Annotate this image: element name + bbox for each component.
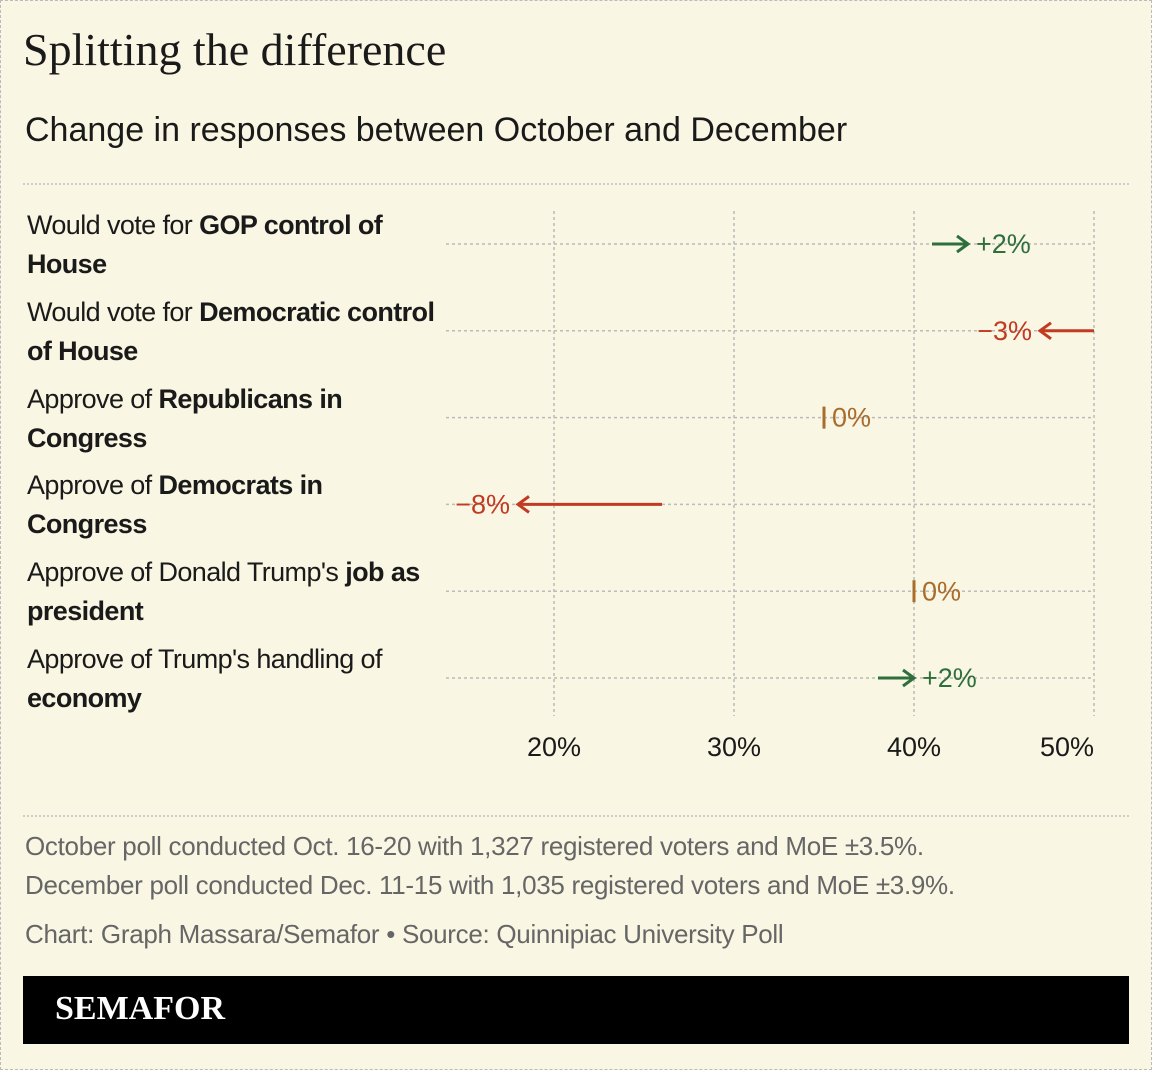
category-label: Would vote for Democratic control of Hou…	[27, 293, 442, 371]
category-label: Approve of Donald Trump's job as preside…	[27, 553, 442, 631]
arrow	[515, 495, 662, 514]
category-label-part: job as president	[27, 557, 420, 627]
arrow	[1037, 321, 1094, 341]
chart-title: Splitting the difference	[23, 24, 447, 75]
change-label: −3%	[977, 316, 1032, 346]
category-label-part: Would vote for	[27, 210, 200, 240]
separator	[23, 815, 1129, 817]
arrow	[932, 234, 971, 254]
brand-bar: SEMAFOR	[23, 976, 1129, 1044]
change-label: +2%	[976, 229, 1031, 259]
category-label-part: Approve of Trump's handling of	[27, 644, 382, 674]
chart-subtitle: Change in responses between October and …	[25, 111, 848, 149]
chart: 20% 30% 40% 50% +2% −3% 0% −8% 0% +2%	[446, 211, 1095, 762]
x-tick-label: 30%	[707, 732, 761, 762]
arrow	[878, 668, 917, 688]
separator	[23, 183, 1129, 185]
x-tick-label: 20%	[527, 732, 581, 762]
change-label: 0%	[922, 576, 961, 606]
arrow-part	[1037, 321, 1052, 341]
arrow-part	[515, 495, 530, 514]
category-label-part: Would vote for	[27, 296, 200, 327]
category-label: Approve of Democrats in Congress	[27, 466, 442, 544]
x-tick-label: 50%	[1040, 732, 1094, 762]
category-label-part: GOP control of House	[27, 210, 383, 279]
category-label-part: Democrats in Congress	[27, 470, 323, 540]
category-label-part: Republicans in Congress	[27, 383, 343, 453]
arrow-part	[902, 668, 917, 688]
category-label: Approve of Republicans in Congress	[27, 380, 442, 458]
change-label: 0%	[832, 403, 871, 433]
category-label: Would vote for GOP control of House	[27, 206, 442, 284]
category-label-part: Approve of	[27, 383, 159, 414]
change-label: −8%	[455, 490, 510, 520]
change-label: +2%	[922, 663, 977, 693]
category-label-part: Approve of	[27, 470, 159, 501]
category-label-part: Democratic control of House	[27, 296, 435, 366]
brand: SEMAFOR	[55, 990, 225, 1027]
credit: Chart: Graph Massara/Semafor • Source: Q…	[25, 919, 784, 949]
x-tick-label: 40%	[887, 732, 941, 762]
category-label-part: economy	[27, 683, 142, 713]
note: October poll conducted Oct. 16-20 with 1…	[25, 831, 924, 861]
arrow-part	[956, 234, 971, 254]
category-label-part: Approve of Donald Trump's	[27, 557, 346, 588]
note: December poll conducted Dec. 11-15 with …	[25, 870, 955, 900]
category-label: Approve of Trump's handling of economy	[27, 640, 442, 718]
